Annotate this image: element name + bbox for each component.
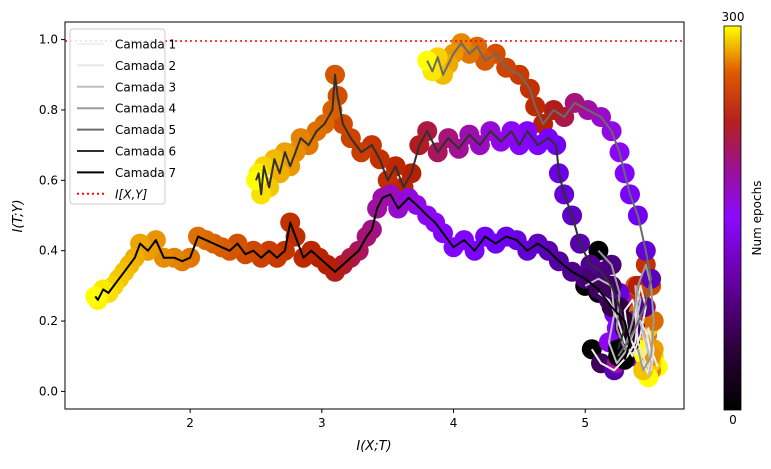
x-tick-label: 4 — [450, 416, 458, 430]
legend-label: Camada 2 — [115, 59, 176, 73]
plot-frame — [64, 21, 685, 410]
legend-label: Camada 4 — [115, 102, 176, 116]
series-lines — [94, 42, 659, 378]
x-tick-label: 2 — [186, 416, 194, 430]
y-axis: 0.0 0.2 0.4 0.6 0.8 1.0 — [39, 33, 65, 398]
legend-label: Camada 5 — [115, 123, 176, 137]
y-tick-label: 0.8 — [39, 103, 58, 117]
x-tick-label: 5 — [581, 416, 589, 430]
legend-box — [69, 28, 166, 205]
colorbar: 300 0 Num epochs — [722, 10, 764, 427]
y-axis-label: I(T;Y) — [11, 199, 26, 232]
plot-area — [65, 33, 684, 388]
legend-label: Camada 1 — [115, 38, 176, 52]
x-axis-label: I(X;T) — [356, 439, 391, 454]
y-tick-label: 0.0 — [39, 384, 58, 398]
y-tick-label: 0.4 — [39, 244, 58, 258]
colorbar-min-label: 0 — [729, 413, 737, 427]
colorbar-max-label: 300 — [722, 10, 745, 24]
legend-label: Camada 6 — [115, 145, 176, 159]
legend: Camada 1 Camada 2 Camada 3 Camada 4 Camada 5… — [69, 28, 176, 205]
series-line-4 — [597, 250, 655, 372]
epoch-marker — [417, 50, 438, 71]
y-tick-label: 0.2 — [39, 314, 58, 328]
legend-label: Camada 3 — [115, 80, 176, 94]
series-line-7 — [94, 193, 631, 360]
series-line-6 — [255, 73, 626, 350]
x-tick-label: 3 — [318, 416, 326, 430]
series-line-3 — [584, 277, 653, 378]
legend-label: I[X,Y] — [115, 187, 148, 201]
x-axis: 2 3 4 5 — [186, 409, 589, 430]
colorbar-gradient — [723, 25, 742, 411]
y-tick-label: 0.6 — [39, 173, 58, 187]
series-line-5 — [426, 42, 653, 357]
legend-label: Camada 7 — [115, 166, 176, 180]
series-line-2 — [597, 284, 655, 372]
y-tick-label: 1.0 — [39, 33, 58, 47]
colorbar-label: Num epochs — [750, 181, 764, 256]
